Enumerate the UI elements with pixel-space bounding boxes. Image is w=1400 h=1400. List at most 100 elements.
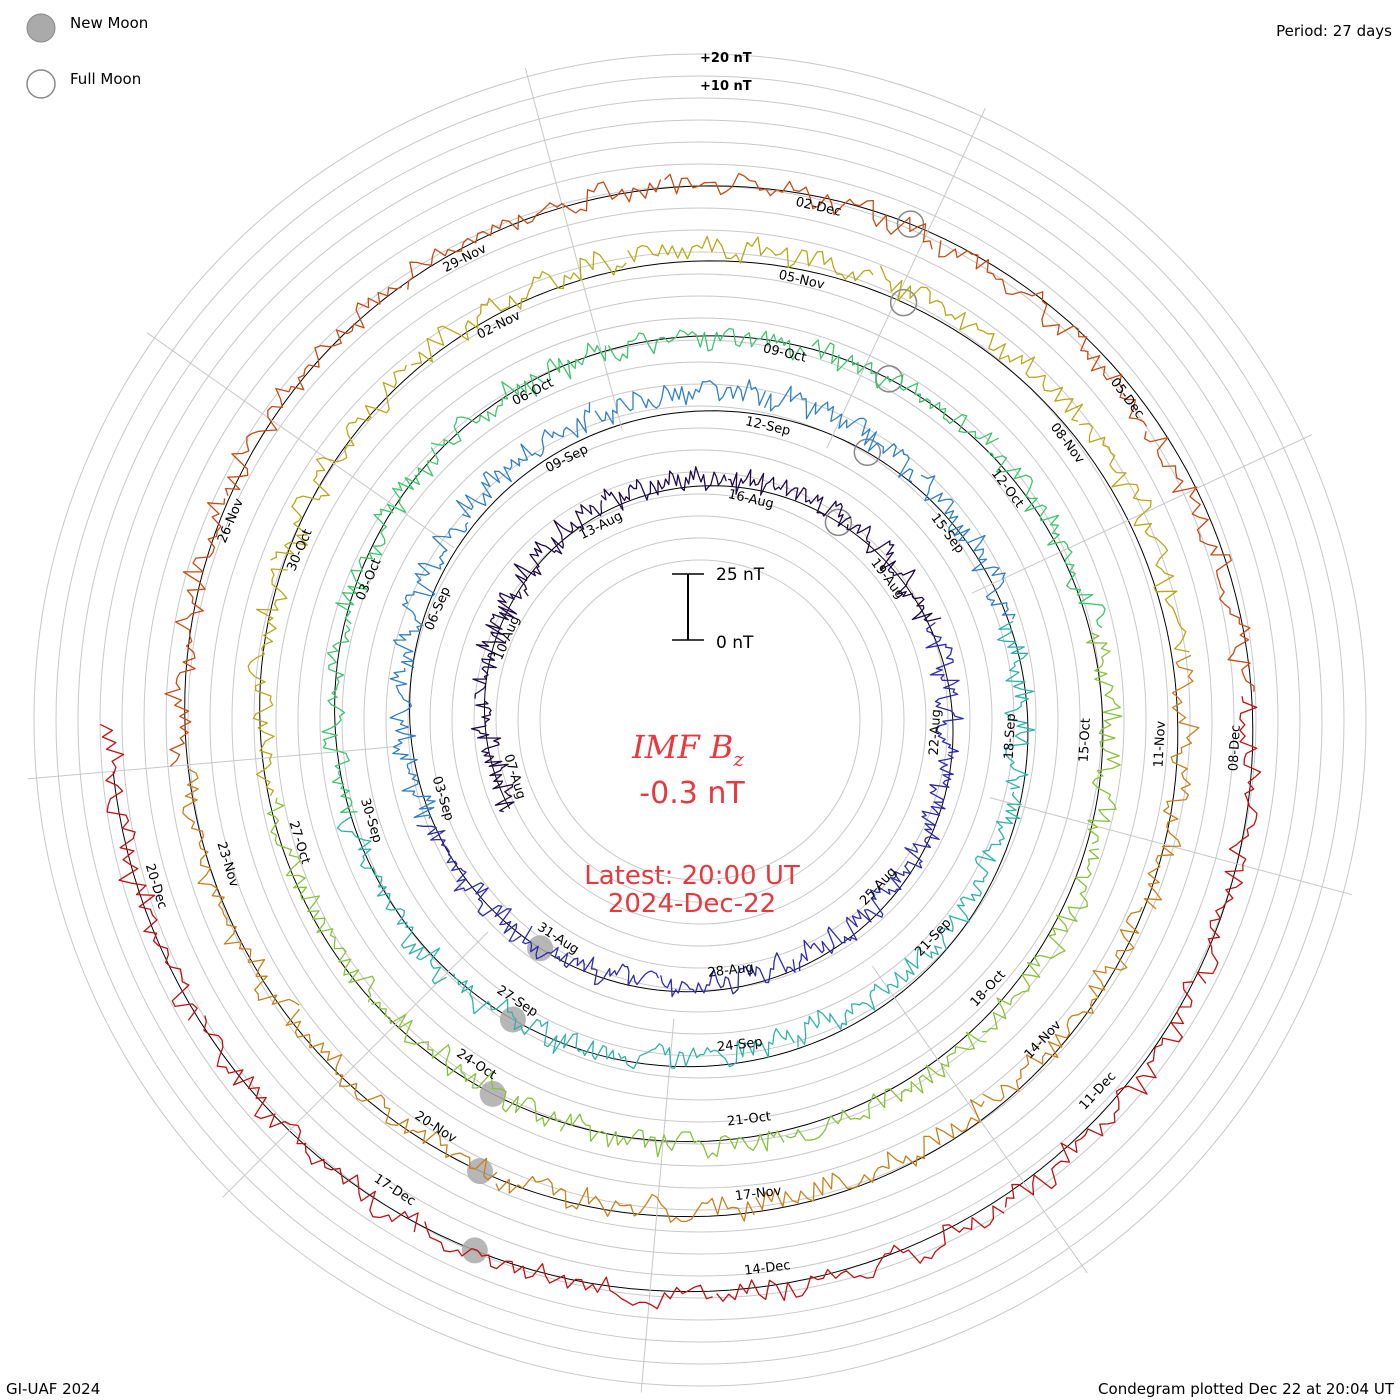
bz-trace-segment xyxy=(716,1205,1005,1302)
bz-trace-segment xyxy=(224,286,402,496)
legend-new-moon-label: New Moon xyxy=(70,14,148,32)
full-moon-icon xyxy=(26,69,56,99)
bz-trace-segment xyxy=(389,667,436,819)
date-label: 05-Nov xyxy=(777,268,826,293)
bz-trace-segment xyxy=(182,768,300,1006)
grid-ring xyxy=(341,361,1059,1079)
zero-line-spiral xyxy=(112,185,1254,1293)
date-label: 14-Dec xyxy=(743,1258,791,1279)
bz-trace-segment xyxy=(453,973,615,1061)
date-label: 17-Dec xyxy=(371,1171,418,1209)
new-moon-marker xyxy=(479,1080,506,1107)
bz-trace-segment xyxy=(846,524,942,622)
date-label: 24-Sep xyxy=(716,1035,763,1055)
bz-trace-segment xyxy=(495,1175,755,1223)
bz-trace-segment xyxy=(203,1015,419,1233)
new-moon-marker xyxy=(527,935,554,962)
full-moon-marker xyxy=(824,508,853,537)
bz-trace-segment xyxy=(981,848,1100,1033)
grid-ring xyxy=(429,449,971,991)
bz-trace-segment xyxy=(164,498,226,767)
bz-trace-segment xyxy=(627,235,874,282)
full-moon-marker xyxy=(853,438,882,467)
bz-trace-segment xyxy=(938,240,1148,427)
bz-trace-segment xyxy=(763,385,914,483)
bz-trace-segment xyxy=(594,379,766,425)
bz-trace-segment xyxy=(798,872,902,972)
current-value: -0.3 nT xyxy=(639,776,745,811)
date-label: 23-Nov xyxy=(213,840,241,889)
bz-trace-segment xyxy=(617,1027,795,1070)
ring-label: +20 nT xyxy=(700,51,752,66)
grid-ring xyxy=(473,493,927,947)
bz-trace-segment xyxy=(393,522,469,669)
title-main: IMF B xyxy=(631,728,733,766)
grid-ring xyxy=(209,229,1191,1211)
chart-title: IMF Bz xyxy=(631,728,744,771)
bz-trace-segment xyxy=(410,251,627,366)
bz-trace-segment xyxy=(660,952,796,998)
date-label: 18-Sep xyxy=(1002,713,1019,759)
grid-ring xyxy=(231,251,1169,1189)
grid-rings xyxy=(33,53,1367,1387)
bz-trace-segment xyxy=(728,469,852,527)
grid-ring xyxy=(407,427,993,1013)
radial-spoke xyxy=(640,1018,675,1393)
bz-trace-segment xyxy=(247,568,288,797)
period-label: Period: 27 days xyxy=(1276,22,1392,40)
bz-trace-segment xyxy=(997,620,1036,790)
date-label: 21-Oct xyxy=(726,1109,772,1129)
bz-trace-segment xyxy=(285,1008,498,1181)
plotted-label: Condegram plotted Dec 22 at 20:04 UT xyxy=(1098,1380,1394,1398)
bz-trace-segment xyxy=(894,753,954,877)
date-label: 09-Oct xyxy=(761,341,807,366)
date-label: 15-Oct xyxy=(1077,718,1094,763)
date-label: 20-Nov xyxy=(412,1108,460,1146)
date-label: 02-Dec xyxy=(794,195,843,220)
bz-trace-segment xyxy=(1143,654,1200,910)
bz-trace-segment xyxy=(270,364,408,561)
bz-trace-segment xyxy=(266,797,375,1003)
bz-trace-segment xyxy=(664,172,933,250)
date-label: 16-Aug xyxy=(727,487,776,512)
bz-trace-segment xyxy=(424,1221,713,1310)
bz-trace-segment xyxy=(1196,696,1262,984)
bz-trace-segment xyxy=(470,700,515,813)
bz-trace-segment xyxy=(1079,423,1190,653)
bz-trace-segment xyxy=(455,402,591,518)
grid-ring xyxy=(55,75,1345,1365)
scale-bottom-label: 0 nT xyxy=(716,633,754,653)
date-label: 07-Aug xyxy=(500,752,528,801)
date-label: 25-Aug xyxy=(857,864,900,908)
new-moon-marker xyxy=(461,1237,488,1264)
date-label: 11-Nov xyxy=(1151,720,1168,768)
bz-trace-segment xyxy=(335,447,439,625)
date-label: 03-Sep xyxy=(429,775,457,823)
grid-ring xyxy=(275,295,1125,1145)
grid-ring xyxy=(297,317,1103,1123)
bz-trace-segment xyxy=(416,824,523,942)
radial-spoke xyxy=(826,108,986,449)
bz-trace-segment xyxy=(920,474,1016,620)
bz-trace-segment xyxy=(100,723,198,1021)
bz-trace-segment xyxy=(407,179,662,290)
bz-trace-segment xyxy=(785,1031,987,1141)
grid-ring xyxy=(77,97,1323,1343)
bz-trace-segment xyxy=(321,624,358,813)
bz-trace-segment xyxy=(987,451,1106,629)
radial-spoke xyxy=(222,931,489,1198)
bz-trace-segment xyxy=(939,791,1022,950)
grid-ring xyxy=(517,537,883,903)
grid-ring xyxy=(539,559,861,881)
radial-spoke xyxy=(146,332,455,549)
credit-label: GI-UAF 2024 xyxy=(6,1380,101,1398)
full-moon-marker xyxy=(889,288,918,317)
date-label: 27-Oct xyxy=(286,819,313,866)
grid-ring xyxy=(495,515,905,925)
date-label: 28-Aug xyxy=(707,960,755,981)
grid-ring xyxy=(33,53,1367,1387)
scale-top-label: 25 nT xyxy=(716,565,765,585)
grid-ring xyxy=(363,383,1037,1057)
grid-ring xyxy=(121,141,1279,1299)
bz-trace-segment xyxy=(797,945,943,1048)
